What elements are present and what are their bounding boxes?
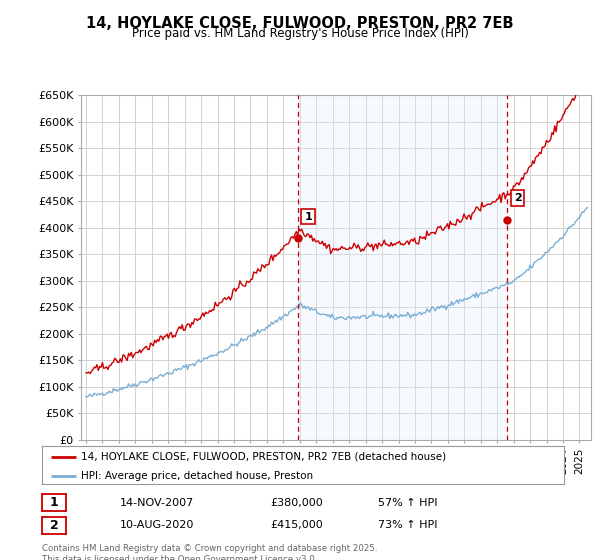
Text: Contains HM Land Registry data © Crown copyright and database right 2025.
This d: Contains HM Land Registry data © Crown c… [42,544,377,560]
Text: HPI: Average price, detached house, Preston: HPI: Average price, detached house, Pres… [81,471,313,481]
Text: 2: 2 [50,519,58,532]
Bar [298,95,507,440]
Text: 73% ↑ HPI: 73% ↑ HPI [378,520,437,530]
Text: 2: 2 [514,193,521,203]
Text: £415,000: £415,000 [270,520,323,530]
Text: 10-AUG-2020: 10-AUG-2020 [120,520,194,530]
Text: 1: 1 [304,212,312,222]
Text: 57% ↑ HPI: 57% ↑ HPI [378,498,437,508]
Text: £380,000: £380,000 [270,498,323,508]
Text: 14, HOYLAKE CLOSE, FULWOOD, PRESTON, PR2 7EB (detached house): 14, HOYLAKE CLOSE, FULWOOD, PRESTON, PR2… [81,451,446,461]
Text: 14-NOV-2007: 14-NOV-2007 [120,498,194,508]
Text: 14, HOYLAKE CLOSE, FULWOOD, PRESTON, PR2 7EB: 14, HOYLAKE CLOSE, FULWOOD, PRESTON, PR2… [86,16,514,31]
Text: 1: 1 [50,496,58,510]
Text: Price paid vs. HM Land Registry's House Price Index (HPI): Price paid vs. HM Land Registry's House … [131,27,469,40]
